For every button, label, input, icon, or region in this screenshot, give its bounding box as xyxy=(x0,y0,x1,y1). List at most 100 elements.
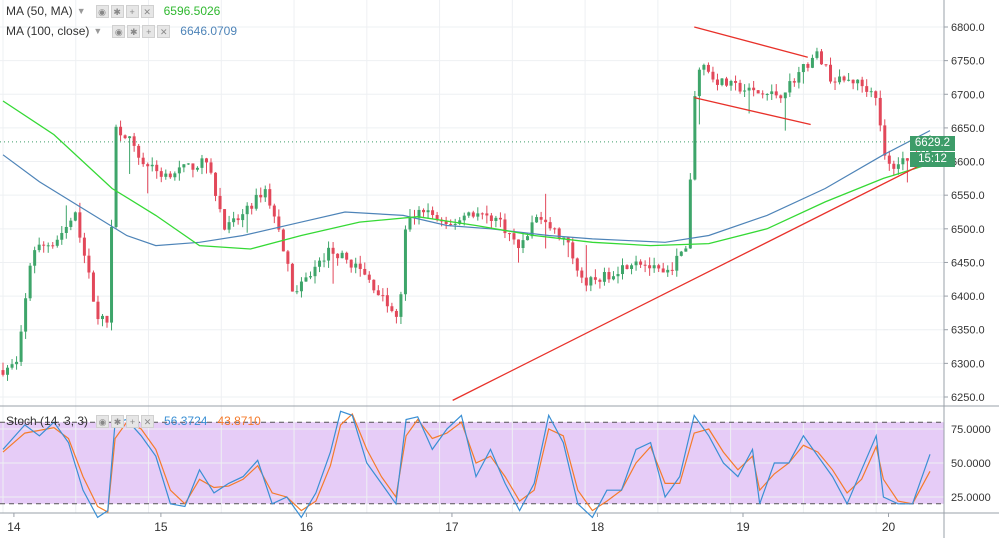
ma50-label: MA (50, MA) xyxy=(6,4,73,18)
candle xyxy=(155,160,159,179)
candle-body xyxy=(42,244,46,246)
plus-icon[interactable]: + xyxy=(126,414,140,428)
time-tick-label: 15 xyxy=(154,520,168,534)
candle xyxy=(571,238,575,265)
candle-body xyxy=(571,242,575,259)
candle-body xyxy=(679,251,683,256)
plus-icon[interactable]: + xyxy=(125,4,139,18)
eye-icon[interactable]: ◉ xyxy=(96,414,110,428)
candle-body xyxy=(308,276,312,278)
candle-body xyxy=(860,79,864,87)
stoch-legend[interactable]: Stoch (14, 3, 3) ◉ ✱ + ✕ 56.3724 43.8710 xyxy=(6,414,261,428)
candle-body xyxy=(661,268,665,273)
candle xyxy=(177,160,181,181)
time-tick-label: 14 xyxy=(7,520,21,534)
candle-body xyxy=(313,266,317,277)
candle-body xyxy=(738,82,742,92)
price-tick-label: 6750.0 xyxy=(951,56,985,68)
candle xyxy=(743,84,747,98)
candle xyxy=(191,163,195,178)
price-tick-label: 6300.0 xyxy=(951,358,985,370)
eye-icon[interactable]: ◉ xyxy=(112,24,126,38)
candle-body xyxy=(100,315,104,320)
candle xyxy=(318,257,322,273)
close-icon[interactable]: ✕ xyxy=(141,414,155,428)
chevron-down-icon[interactable]: ▼ xyxy=(76,6,86,16)
close-icon[interactable]: ✕ xyxy=(140,4,154,18)
candle xyxy=(299,277,303,298)
candle-body xyxy=(204,158,208,163)
candle-body xyxy=(593,277,597,280)
candle xyxy=(345,251,349,264)
candle xyxy=(227,215,231,234)
candle-body xyxy=(399,294,403,317)
gear-icon[interactable]: ✱ xyxy=(111,414,125,428)
candle xyxy=(806,62,810,72)
candle xyxy=(747,83,751,114)
grid xyxy=(0,0,944,513)
candle-body xyxy=(544,219,548,223)
candle xyxy=(304,272,308,282)
candle-body xyxy=(539,217,543,220)
stoch-k-line xyxy=(2,410,931,519)
stoch-d-value: 43.8710 xyxy=(217,414,261,428)
candle xyxy=(458,217,462,226)
candle xyxy=(593,269,597,285)
candle-body xyxy=(290,263,294,292)
candle-body xyxy=(702,64,706,70)
candle xyxy=(503,213,507,239)
candle xyxy=(666,265,670,277)
candle-body xyxy=(96,301,100,320)
candle xyxy=(286,249,290,272)
candle-body xyxy=(580,270,584,278)
close-icon[interactable]: ✕ xyxy=(157,24,171,38)
candle xyxy=(905,158,909,183)
candle-body xyxy=(354,263,358,268)
candle-body xyxy=(838,76,842,83)
eye-icon[interactable]: ◉ xyxy=(95,4,109,18)
candle-body xyxy=(589,277,593,286)
candle-body xyxy=(128,136,132,139)
candle xyxy=(860,76,864,93)
candle xyxy=(363,262,367,276)
candle-body xyxy=(453,223,457,225)
candle xyxy=(24,293,28,339)
candle xyxy=(114,124,118,229)
candle xyxy=(431,206,435,220)
candle-body xyxy=(634,261,638,266)
trendline xyxy=(452,157,935,401)
candle-body xyxy=(60,232,64,240)
candle-body xyxy=(471,212,475,217)
candle xyxy=(643,260,647,273)
plus-icon[interactable]: + xyxy=(142,24,156,38)
candle xyxy=(494,215,498,228)
gear-icon[interactable]: ✱ xyxy=(110,4,124,18)
candle-body xyxy=(299,281,303,292)
candle xyxy=(173,171,177,181)
candle xyxy=(87,248,91,279)
candle xyxy=(535,214,539,223)
time-tick-label: 18 xyxy=(591,520,605,534)
chevron-down-icon[interactable]: ▼ xyxy=(93,26,103,36)
candle-body xyxy=(774,91,778,96)
candle-body xyxy=(720,78,724,85)
candle-body xyxy=(765,93,769,95)
candle-body xyxy=(643,264,647,266)
candle-body xyxy=(602,272,606,282)
candle-body xyxy=(856,79,860,84)
candle xyxy=(137,144,141,165)
ma100-legend[interactable]: MA (100, close) ▼ ◉ ✱ + ✕ 6646.0709 xyxy=(6,24,237,38)
gear-icon[interactable]: ✱ xyxy=(127,24,141,38)
candle-body xyxy=(901,158,905,165)
candle-body xyxy=(657,265,661,269)
candle-body xyxy=(498,217,502,220)
candle xyxy=(896,157,900,175)
candle-body xyxy=(345,252,349,260)
ma50-legend[interactable]: MA (50, MA) ▼ ◉ ✱ + ✕ 6596.5026 xyxy=(6,4,220,18)
candle-body xyxy=(575,258,579,271)
candle xyxy=(245,202,249,233)
candle xyxy=(394,308,398,324)
candle-body xyxy=(24,298,28,332)
candle-body xyxy=(729,80,733,86)
